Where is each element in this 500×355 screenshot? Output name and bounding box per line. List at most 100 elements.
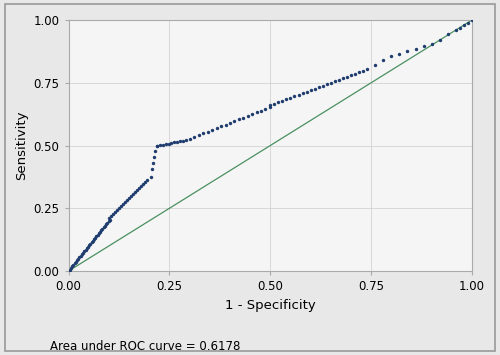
Point [94, 232, 102, 238]
Point [80, 248, 88, 254]
Point [286, 95, 294, 101]
Point [89, 238, 97, 244]
Point [347, 72, 355, 78]
Point [152, 143, 160, 148]
Point [464, 20, 472, 25]
Point [148, 174, 156, 180]
Point [302, 89, 310, 95]
Point [355, 69, 363, 75]
Point [92, 234, 100, 239]
Point [176, 139, 184, 144]
Point [226, 120, 234, 126]
Point [173, 139, 181, 145]
Point [294, 92, 302, 98]
Point [331, 78, 339, 84]
X-axis label: 1 - Specificity: 1 - Specificity [225, 299, 316, 312]
Point [240, 115, 248, 120]
Point [195, 132, 203, 138]
Point [170, 140, 178, 145]
Point [252, 110, 260, 115]
Point [143, 177, 151, 183]
Point [278, 98, 286, 104]
Point [148, 166, 156, 172]
Point [131, 189, 139, 195]
Point [106, 217, 114, 223]
Point [343, 74, 351, 80]
Point [104, 218, 112, 224]
Point [135, 185, 143, 191]
Point [70, 262, 78, 268]
Point [460, 22, 468, 28]
Point [104, 220, 112, 226]
Point [262, 106, 270, 112]
Point [86, 241, 94, 247]
Point [72, 259, 80, 265]
Point [74, 256, 82, 262]
Point [105, 215, 113, 221]
Point [88, 240, 96, 245]
Point [282, 97, 290, 102]
Point [78, 252, 86, 257]
Point [436, 37, 444, 43]
Point [371, 62, 379, 68]
Point [314, 84, 322, 90]
Point [67, 265, 75, 271]
Point [351, 71, 359, 77]
Point [339, 75, 347, 81]
Point [117, 203, 125, 209]
Point [217, 124, 225, 129]
Point [222, 122, 230, 127]
Point [98, 226, 106, 232]
Point [200, 131, 207, 136]
Point [101, 223, 109, 229]
Point [115, 206, 123, 211]
Point [127, 193, 135, 199]
Point [98, 228, 106, 233]
Point [190, 134, 198, 140]
Point [154, 143, 162, 148]
Point [359, 68, 367, 73]
Point [298, 91, 306, 96]
Point [159, 142, 167, 147]
Point [119, 201, 127, 207]
Point [107, 213, 115, 219]
Point [102, 222, 110, 227]
Point [248, 111, 256, 117]
Point [133, 187, 141, 193]
Point [244, 113, 252, 119]
Point [100, 224, 108, 230]
Point [318, 83, 326, 89]
Point [95, 230, 103, 236]
Point [335, 77, 343, 83]
Point [257, 108, 265, 114]
Point [327, 80, 335, 86]
Point [150, 154, 158, 160]
Point [270, 101, 278, 107]
Point [379, 57, 387, 63]
Point [452, 27, 460, 33]
Point [64, 268, 72, 274]
Point [444, 31, 452, 37]
Point [68, 264, 76, 269]
Point [428, 41, 436, 47]
Y-axis label: Sensitivity: Sensitivity [15, 111, 28, 180]
Point [235, 116, 243, 122]
Point [109, 212, 117, 217]
Point [290, 93, 298, 99]
Point [150, 160, 158, 166]
Point [212, 125, 220, 131]
Point [125, 195, 133, 201]
Point [76, 253, 84, 259]
Point [111, 209, 119, 215]
Point [412, 46, 420, 52]
Point [396, 51, 404, 57]
Point [137, 183, 145, 189]
Text: Area under ROC curve = 0.6178: Area under ROC curve = 0.6178 [50, 340, 240, 353]
Point [162, 141, 170, 147]
Point [73, 258, 81, 263]
Point [168, 140, 175, 146]
Point [82, 247, 90, 253]
Point [66, 267, 74, 272]
Point [323, 81, 331, 87]
Point [230, 118, 238, 124]
